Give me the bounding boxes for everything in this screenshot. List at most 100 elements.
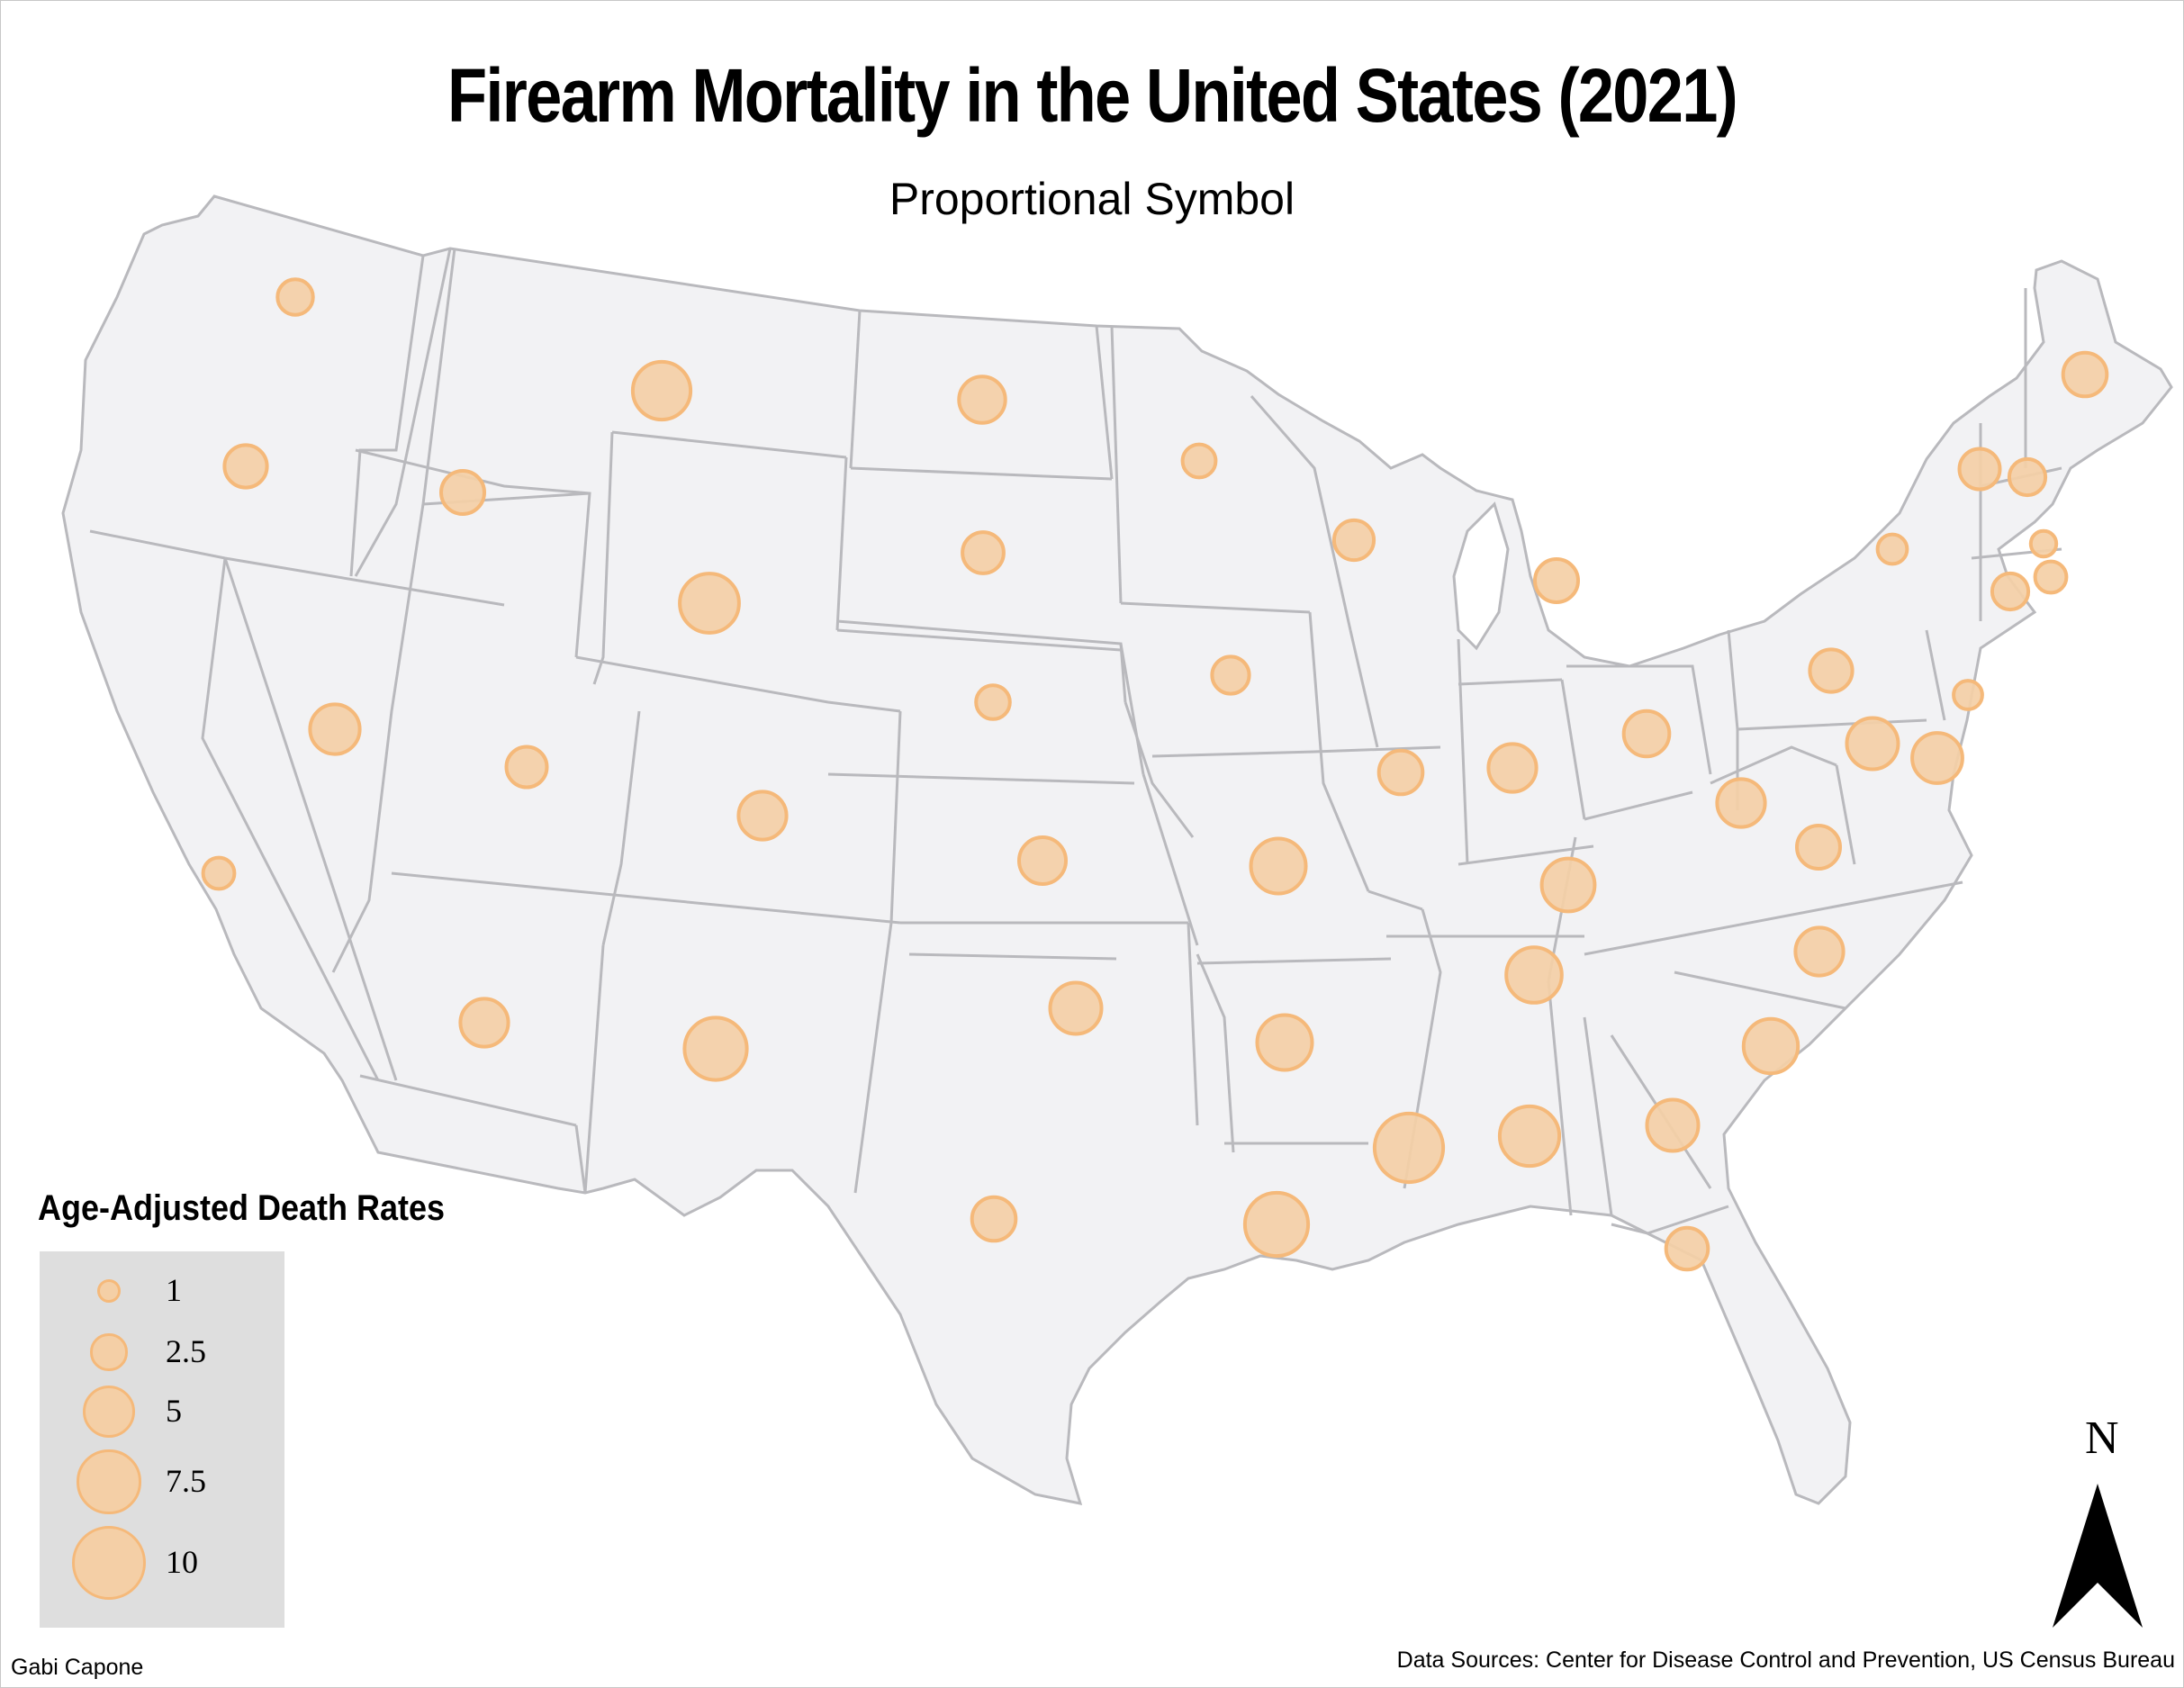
state-border [827,772,1135,785]
state-border [1560,679,1586,820]
state-border [201,557,380,1081]
symbol-new-jersey [1952,679,1984,711]
legend-symbol [71,1525,147,1601]
state-border [355,448,591,658]
state-border [1584,880,1963,956]
north-label: N [2085,1413,2119,1464]
north-arrow-icon [2053,1484,2143,1628]
state-border [223,557,398,1081]
legend-item: 2.5 [40,1325,284,1379]
symbol-west-virginia [1715,777,1767,829]
state-border [1120,601,1311,614]
symbol-california [201,855,237,891]
state-border [354,248,452,577]
legend-item: 7.5 [40,1449,284,1514]
state-border [1583,1016,1613,1216]
symbol-georgia [1645,1097,1701,1153]
legend-label: 1 [166,1272,182,1308]
state-border [1349,629,1379,748]
symbol-pennsylvania [1808,647,1855,694]
map-subtitle: Proportional Symbol [889,174,1295,224]
symbol-nebraska [974,683,1012,721]
state-border [1313,745,1441,754]
symbol-idaho [439,469,486,516]
symbol-rhode-island [2033,559,2069,595]
symbol-missouri [1249,836,1308,896]
state-border [1566,664,1712,775]
legend-label: 5 [166,1393,182,1429]
symbol-north-dakota [957,375,1007,425]
legend-item: 1 [40,1264,284,1318]
symbol-colorado [736,790,789,842]
symbol-nevada [308,702,362,756]
symbol-mississippi [1372,1111,1446,1185]
symbol-virginia [1795,824,1842,871]
symbol-florida [1664,1225,1710,1272]
symbol-texas [970,1195,1018,1243]
state-borders [89,248,2062,1235]
state-border [1367,889,1423,911]
symbol-illinois [1376,748,1425,797]
legend-item: 5 [40,1385,284,1439]
symbol-kansas [1017,835,1068,886]
legend-label: 7.5 [166,1463,206,1499]
state-border [1196,957,1392,965]
state-border [1151,750,1315,758]
state-border [1110,325,1123,604]
symbol-south-carolina [1741,1016,1800,1076]
symbol-arkansas [1255,1013,1314,1072]
symbol-maryland [1845,716,1900,772]
symbol-new-york [1875,532,1909,566]
state-border [850,466,1113,481]
state-border [1458,844,1594,866]
state-border [592,431,614,685]
state-border [331,503,425,973]
symbol-wyoming [678,572,741,635]
state-border [1584,790,1693,821]
state-border [1458,678,1563,686]
map-title: Firearm Mortality in the United States (… [447,53,1738,138]
symbol-indiana [1486,742,1539,794]
legend-symbol [90,1333,128,1371]
state-border [1611,1205,1729,1235]
state-border [583,944,605,1194]
symbol-utah [504,745,549,790]
legend-label: 2.5 [166,1333,206,1369]
state-border [575,655,901,713]
state-border [601,710,641,946]
legend-item: 10 [40,1525,284,1601]
symbol-minnesota [1180,442,1218,480]
symbol-alabama [1497,1104,1562,1169]
us-land [61,194,2173,1505]
symbol-south-dakota [961,530,1006,575]
symbol-washington [275,277,315,317]
symbol-new-hampshire [2007,456,2048,498]
state-border [1250,395,1352,631]
state-border [1547,980,1573,1216]
state-border [1457,638,1469,865]
state-border [853,710,902,1194]
legend-symbol [82,1385,136,1439]
symbol-louisiana [1242,1190,1311,1259]
lake-michigan [1452,501,1510,651]
state-border [1925,629,1946,721]
symbol-oregon [222,443,269,490]
state-border [1835,764,1856,865]
state-border [836,628,1122,652]
state-border [1095,325,1114,480]
symbol-oklahoma [1048,980,1104,1036]
state-border [1674,970,1846,1010]
symbol-maine [2061,350,2109,399]
state-border [849,310,862,469]
symbol-massachusetts [2028,528,2059,559]
symbol-wisconsin [1331,518,1376,563]
symbol-arizona [458,997,510,1049]
symbol-vermont [1957,447,2002,492]
legend: 1 2.5 5 7.5 10 [40,1251,284,1628]
legend-title: Age-Adjusted Death Rates [38,1188,446,1228]
legend-symbol [77,1449,141,1514]
state-border [611,430,847,459]
state-border [1187,922,1199,1126]
state-border [359,1074,577,1127]
